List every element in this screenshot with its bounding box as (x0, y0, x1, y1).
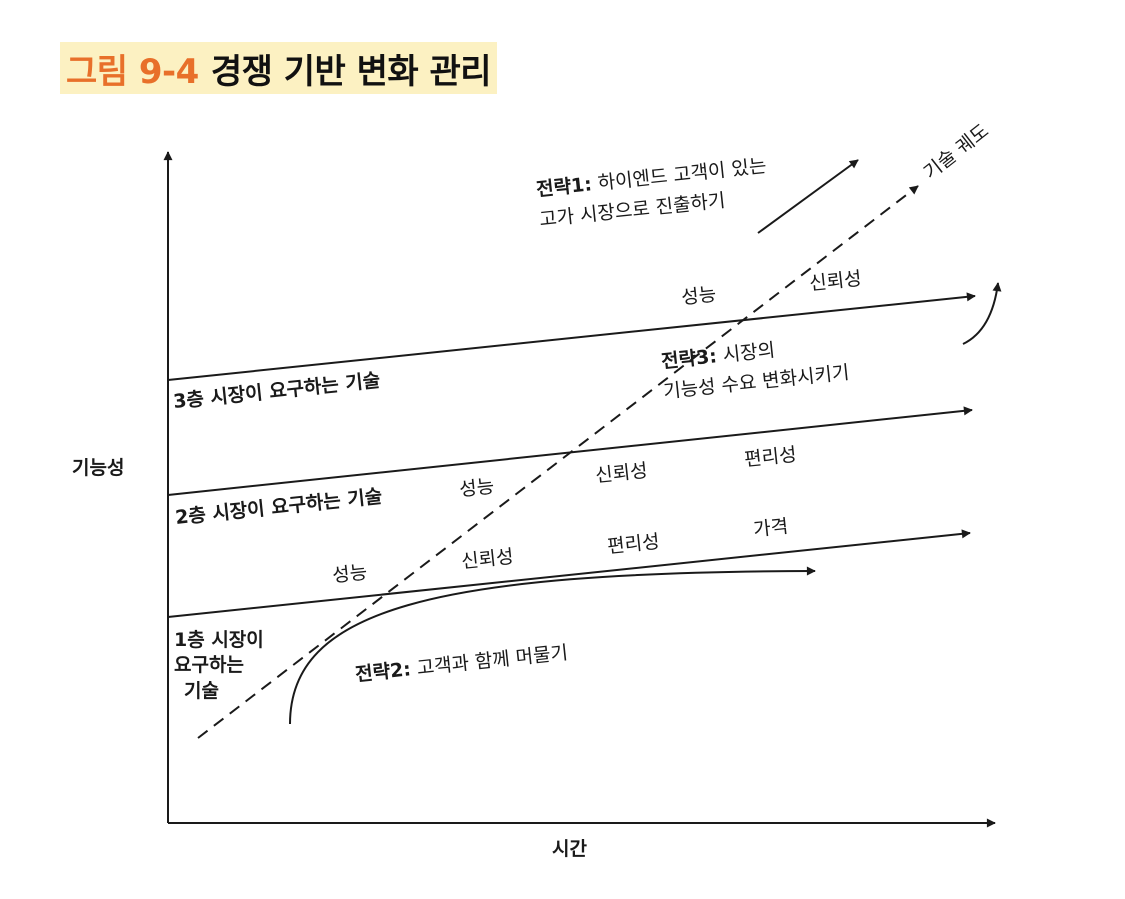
strategy2-line1: 전략2: 고객과 함께 머물기 (354, 642, 569, 686)
strategy1-text1: 하이엔드 고객이 있는 (591, 155, 768, 195)
technology-trajectory-label: 기술 궤도 (920, 120, 993, 184)
tier3-attr-performance: 성능 (680, 283, 717, 309)
x-axis-label: 시간 (552, 838, 587, 860)
strategy2-text1: 고객과 함께 머물기 (410, 642, 569, 680)
figure-number: 그림 9-4 (66, 51, 199, 92)
y-axis-label: 기능성 (72, 457, 124, 479)
tier2-arrow (167, 406, 973, 496)
tier1-arrow (167, 529, 971, 618)
tier2-attr-reliability: 신뢰성 (594, 460, 648, 487)
technology-trajectory-line (197, 185, 919, 739)
tier1-attr-price: 가격 (752, 515, 789, 541)
tier3-arrow (167, 292, 976, 381)
strategy1-line1: 전략1: 하이엔드 고객이 있는 (535, 155, 767, 201)
figure-title: 그림 9-4 경쟁 기반 변화 관리 (60, 42, 498, 94)
strategy2-key: 전략2: (354, 658, 412, 686)
strategy2-curved-arrow (289, 566, 816, 725)
tier1-attr-convenience: 편리성 (606, 531, 660, 558)
tier1-label-line3: 기술 (184, 680, 219, 702)
tier1-attr-performance: 성능 (331, 561, 368, 587)
tier1-label-line1: 1층 시장이 (174, 629, 264, 651)
strategy3-line1: 전략3: 시장의 (660, 339, 776, 373)
strategy3-text1: 시장의 (716, 339, 776, 367)
tier1-label-line2: 요구하는 (174, 654, 244, 676)
strategy1-arrow (757, 159, 859, 234)
tier2-attr-performance: 성능 (458, 475, 495, 501)
tier2-attr-convenience: 편리성 (743, 444, 797, 471)
tier3-attr-reliability: 신뢰성 (808, 268, 862, 295)
figure-title-text: 경쟁 기반 변화 관리 (210, 51, 492, 92)
strategy3-curved-arrow (962, 282, 1002, 345)
strategy1-key: 전략1: (535, 173, 593, 201)
tier1-attr-reliability: 신뢰성 (460, 546, 514, 573)
strategy3-key: 전략3: (660, 345, 718, 373)
